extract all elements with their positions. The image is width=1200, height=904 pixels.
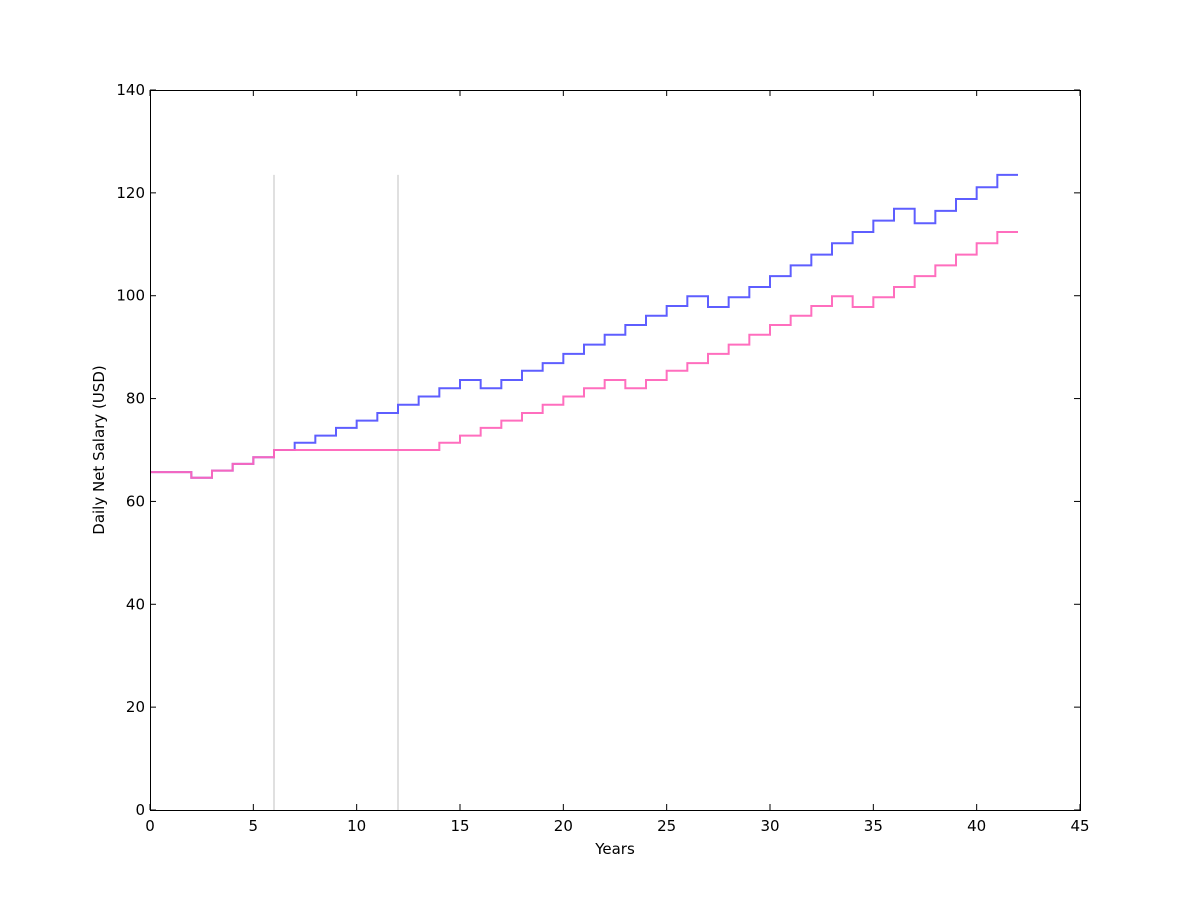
x-tick-label: 20 [554,817,573,835]
y-tick-label: 40 [126,595,145,613]
x-tick-label: 0 [145,817,155,835]
y-tick-label: 100 [116,287,145,305]
vertical-markers [273,174,399,810]
x-tick-label: 45 [1070,817,1089,835]
y-tick-label: 120 [116,184,145,202]
x-tick-label: 30 [760,817,779,835]
y-tick-label: 20 [126,698,145,716]
series-line-2 [150,230,1018,479]
series-line-1 [150,173,1018,479]
y-tick-label: 80 [126,390,145,408]
y-tick-label: 140 [116,81,145,99]
x-tick-label: 40 [967,817,986,835]
y-tick-label: 0 [135,801,145,819]
series-group [150,173,1018,479]
x-axis-label: Years [594,840,635,858]
x-tick-label: 15 [450,817,469,835]
y-axis-label: Daily Net Salary (USD) [90,365,108,534]
plot-frame [150,90,1081,811]
y-tick-label: 60 [126,492,145,510]
x-tick-label: 35 [864,817,883,835]
x-tick-label: 25 [657,817,676,835]
x-tick-label: 5 [249,817,259,835]
x-tick-label: 10 [347,817,366,835]
x-ticks: 0 5 10 15 20 25 30 35 40 45 [145,90,1090,835]
y-ticks: 0 20 40 60 80 100 120 140 [116,81,1080,819]
